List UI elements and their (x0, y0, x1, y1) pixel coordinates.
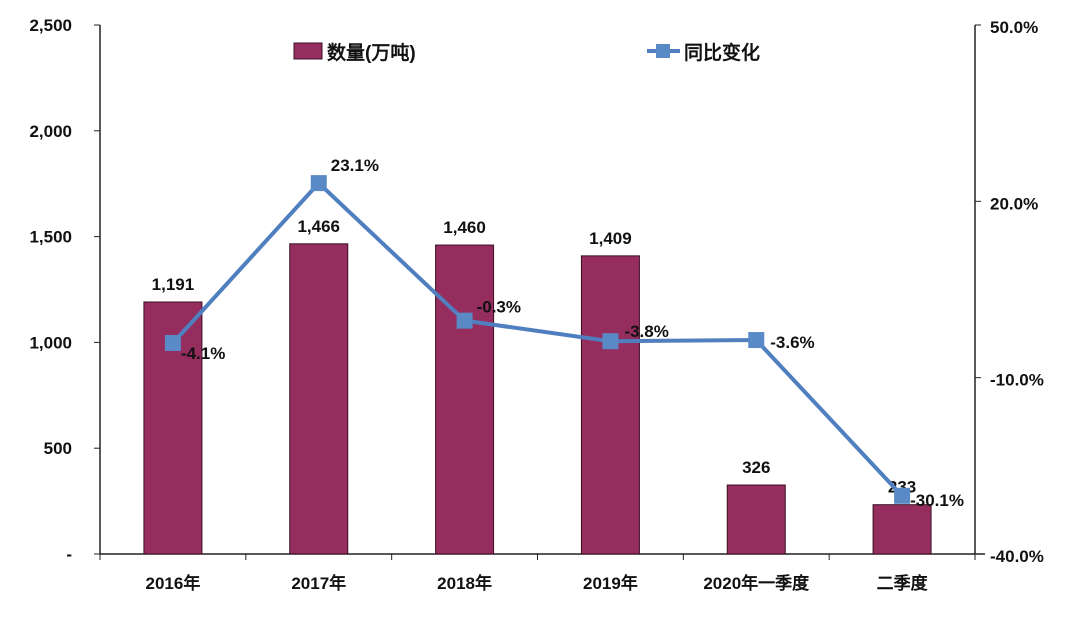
legend-bar-swatch (293, 42, 323, 60)
line-data-label: -30.1% (910, 491, 964, 510)
bar (726, 484, 786, 555)
line-marker (602, 333, 619, 350)
line-series (171, 180, 904, 498)
line-marker (310, 175, 327, 192)
legend-marker-swatch (656, 44, 670, 58)
line-data-label: -3.6% (770, 333, 814, 352)
line-marker (456, 312, 473, 329)
line-data-label: -4.1% (181, 344, 225, 363)
bar-data-label: 1,460 (443, 218, 486, 237)
line-marker (748, 332, 765, 349)
right-axis-tick-label: 50.0% (990, 18, 1038, 37)
x-axis-tick-label: 2020年一季度 (703, 573, 810, 593)
x-axis-tick-label: 2017年 (291, 573, 346, 593)
legend-label: 数量(万吨) (327, 41, 416, 64)
line-data-label: 23.1% (331, 156, 379, 175)
left-axis-tick-label: 2,500 (29, 16, 72, 35)
bar (580, 255, 640, 555)
bar (435, 244, 495, 555)
left-axis-tick-label: 500 (44, 439, 72, 458)
left-axis-tick-label: - (66, 545, 72, 564)
right-axis-tick-label: -10.0% (990, 371, 1044, 390)
line-data-label: -0.3% (477, 298, 521, 317)
x-axis-tick-label: 2019年 (583, 573, 638, 593)
left-axis-tick-label: 2,000 (29, 122, 72, 141)
left-axis-tick-label: 1,500 (29, 228, 72, 247)
x-axis-tick-label: 2018年 (437, 573, 492, 593)
line-data-label: -3.8% (624, 322, 668, 341)
bar (872, 504, 932, 555)
bar-data-label: 1,466 (297, 217, 340, 236)
bar-data-label: 1,191 (152, 275, 195, 294)
bar-data-label: 1,409 (589, 229, 632, 248)
bar (289, 243, 349, 555)
x-axis-tick-label: 二季度 (877, 573, 929, 593)
left-axis-tick-label: 1,000 (29, 333, 72, 352)
right-axis-tick-label: -40.0% (990, 547, 1044, 566)
right-axis-tick-label: 20.0% (990, 194, 1038, 213)
x-axis-tick-label: 2016年 (146, 573, 201, 593)
line-marker (894, 487, 911, 504)
legend-label: 同比变化 (684, 41, 760, 64)
line-marker (164, 334, 181, 351)
bar-data-label: 326 (742, 458, 770, 477)
